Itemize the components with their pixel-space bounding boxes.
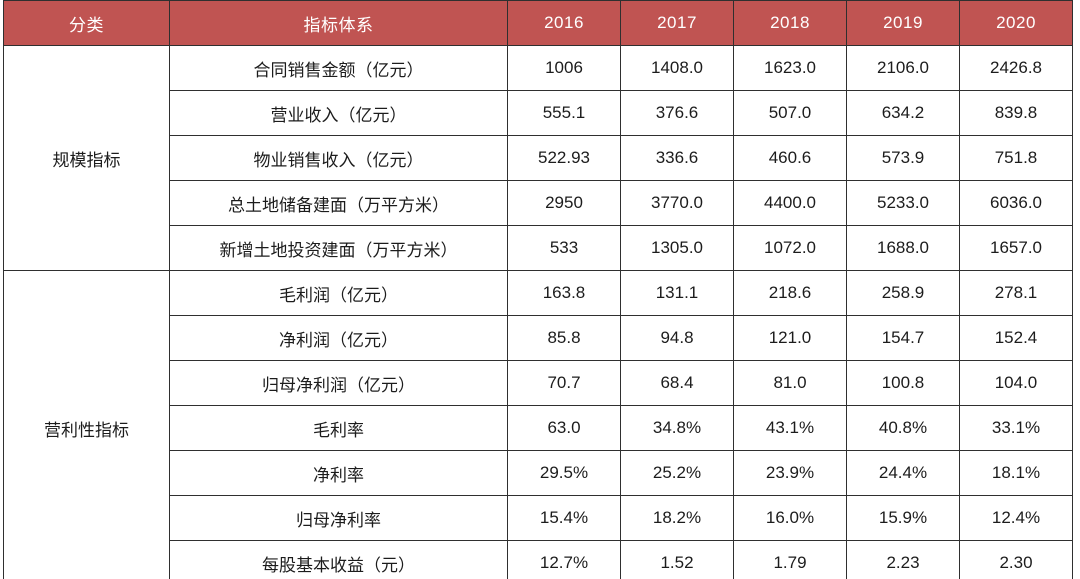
value-cell: 121.0 [733,315,847,361]
value-cell: 70.7 [507,360,621,406]
value-cell: 507.0 [733,90,847,136]
column-header-2018: 2018 [733,0,847,46]
value-cell: 104.0 [959,360,1073,406]
value-cell: 68.4 [620,360,734,406]
table-row: 规模指标 合同销售金额（亿元） 1006 1408.0 1623.0 2106.… [3,45,1073,271]
table-row: 归母净利率 15.4% 18.2% 16.0% 15.9% 12.4% [4,495,1073,541]
indicator-label-cell: 物业销售收入（亿元） [169,135,508,181]
value-cell: 1623.0 [733,45,847,91]
value-cell: 258.9 [846,270,960,316]
value-cell: 376.6 [620,90,734,136]
indicator-label-cell: 总土地储备建面（万平方米） [169,180,508,226]
column-header-2019: 2019 [846,0,960,46]
value-cell: 18.2% [620,495,734,541]
table-row: 营利性指标 毛利润（亿元） 163.8 131.1 218.6 258.9 27… [3,270,1073,579]
value-cell: 16.0% [733,495,847,541]
table-row: 每股基本收益（元） 12.7% 1.52 1.79 2.23 2.30 [4,540,1073,579]
indicator-label-cell: 归母净利润（亿元） [169,360,508,406]
value-cell: 33.1% [959,405,1073,451]
table-row: 物业销售收入（亿元） 522.93 336.6 460.6 573.9 751.… [4,135,1073,181]
table-row: 营业收入（亿元） 555.1 376.6 507.0 634.2 839.8 [4,90,1073,136]
table-body: 规模指标 合同销售金额（亿元） 1006 1408.0 1623.0 2106.… [3,45,1073,579]
column-header-category: 分类 [3,0,170,46]
indicator-label-cell: 合同销售金额（亿元） [169,45,508,91]
value-cell: 5233.0 [846,180,960,226]
value-cell: 94.8 [620,315,734,361]
value-cell: 154.7 [846,315,960,361]
value-cell: 12.4% [959,495,1073,541]
value-cell: 751.8 [959,135,1073,181]
value-cell: 23.9% [733,450,847,496]
value-cell: 1.79 [733,540,847,579]
indicator-label-cell: 营业收入（亿元） [169,90,508,136]
table-row: 总土地储备建面（万平方米） 2950 3770.0 4400.0 5233.0 … [4,180,1073,226]
value-cell: 152.4 [959,315,1073,361]
indicator-label-cell: 归母净利率 [169,495,508,541]
value-cell: 43.1% [733,405,847,451]
value-cell: 85.8 [507,315,621,361]
value-cell: 839.8 [959,90,1073,136]
indicator-label-cell: 每股基本收益（元） [169,540,508,579]
value-cell: 34.8% [620,405,734,451]
table-row: 新增土地投资建面（万平方米） 533 1305.0 1072.0 1688.0 … [4,225,1073,271]
indicator-label-cell: 净利润（亿元） [169,315,508,361]
value-cell: 1657.0 [959,225,1073,271]
category-cell-scale: 规模指标 [3,45,170,271]
value-cell: 1.52 [620,540,734,579]
value-cell: 2950 [507,180,621,226]
value-cell: 4400.0 [733,180,847,226]
value-cell: 2426.8 [959,45,1073,91]
value-cell: 2106.0 [846,45,960,91]
value-cell: 336.6 [620,135,734,181]
value-cell: 6036.0 [959,180,1073,226]
value-cell: 81.0 [733,360,847,406]
value-cell: 1408.0 [620,45,734,91]
value-cell: 2.30 [959,540,1073,579]
value-cell: 15.9% [846,495,960,541]
value-cell: 1305.0 [620,225,734,271]
value-cell: 25.2% [620,450,734,496]
value-cell: 634.2 [846,90,960,136]
indicator-label-cell: 新增土地投资建面（万平方米） [169,225,508,271]
column-header-indicator: 指标体系 [169,0,508,46]
value-cell: 100.8 [846,360,960,406]
value-cell: 533 [507,225,621,271]
value-cell: 40.8% [846,405,960,451]
indicator-label-cell: 毛利率 [169,405,508,451]
value-cell: 24.4% [846,450,960,496]
table-header: 分类 指标体系 2016 2017 2018 2019 2020 [3,0,1073,46]
value-cell: 1072.0 [733,225,847,271]
value-cell: 131.1 [620,270,734,316]
value-cell: 1006 [507,45,621,91]
table-row: 归母净利润（亿元） 70.7 68.4 81.0 100.8 104.0 [4,360,1073,406]
table-row: 毛利率 63.0 34.8% 43.1% 40.8% 33.1% [4,405,1073,451]
value-cell: 29.5% [507,450,621,496]
category-cell-profitability: 营利性指标 [3,270,170,579]
value-cell: 15.4% [507,495,621,541]
header-row: 分类 指标体系 2016 2017 2018 2019 2020 [3,0,1073,46]
value-cell: 460.6 [733,135,847,181]
value-cell: 555.1 [507,90,621,136]
value-cell: 522.93 [507,135,621,181]
value-cell: 63.0 [507,405,621,451]
value-cell: 218.6 [733,270,847,316]
value-cell: 12.7% [507,540,621,579]
table-row: 净利润（亿元） 85.8 94.8 121.0 154.7 152.4 [4,315,1073,361]
value-cell: 163.8 [507,270,621,316]
value-cell: 573.9 [846,135,960,181]
value-cell: 2.23 [846,540,960,579]
column-header-2020: 2020 [959,0,1073,46]
value-cell: 3770.0 [620,180,734,226]
value-cell: 18.1% [959,450,1073,496]
value-cell: 278.1 [959,270,1073,316]
column-header-2016: 2016 [507,0,621,46]
column-header-2017: 2017 [620,0,734,46]
financial-metrics-table: 分类 指标体系 2016 2017 2018 2019 2020 规模指标 合同… [3,0,1073,579]
value-cell: 1688.0 [846,225,960,271]
indicator-label-cell: 净利率 [169,450,508,496]
indicator-label-cell: 毛利润（亿元） [169,270,508,316]
